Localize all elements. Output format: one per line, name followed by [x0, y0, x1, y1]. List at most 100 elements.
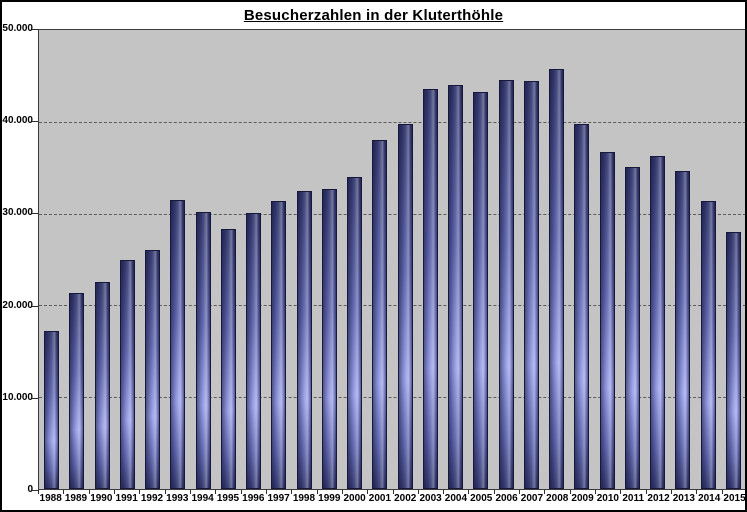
x-axis-tick	[417, 490, 419, 494]
bar-2015	[725, 231, 741, 489]
gridline	[39, 397, 745, 399]
bar-1998	[296, 190, 312, 489]
x-axis-tick	[139, 490, 141, 494]
bar-slot-2004	[443, 30, 468, 489]
x-axis-label: 2003	[419, 493, 442, 504]
x-axis-label: 1990	[90, 493, 113, 504]
x-axis-tick	[645, 490, 647, 494]
bar-1994	[195, 211, 211, 489]
y-axis-tick	[32, 121, 38, 123]
y-axis-label: 20.000	[2, 299, 33, 311]
x-axis-label: 2014	[698, 493, 721, 504]
bar-1992	[145, 250, 161, 489]
x-axis-tick	[671, 490, 673, 494]
bar-slot-2013	[670, 30, 695, 489]
bar-slot-1998	[292, 30, 317, 489]
bar-slot-2005	[468, 30, 493, 489]
x-axis-label: 2000	[343, 493, 366, 504]
bar-slot-2001	[367, 30, 392, 489]
bar-1988	[44, 331, 60, 489]
x-axis-label: 2005	[470, 493, 493, 504]
bar-slot-1999	[317, 30, 342, 489]
x-axis-tick	[341, 490, 343, 494]
x-axis-label: 2008	[546, 493, 569, 504]
bar-2003	[422, 88, 438, 489]
bar-1996	[246, 212, 262, 489]
x-axis-label: 1995	[216, 493, 240, 504]
x-axis-tick	[189, 490, 191, 494]
bar-2001	[372, 140, 388, 489]
bar-slot-2014	[696, 30, 721, 489]
bar-slot-2002	[393, 30, 418, 489]
bar-slot-2006	[494, 30, 519, 489]
bar-slot-2008	[544, 30, 569, 489]
x-axis-tick	[721, 490, 723, 494]
bar-2010	[599, 152, 615, 489]
bar-2005	[473, 91, 489, 489]
y-axis-tick	[32, 397, 38, 399]
x-axis-tick	[620, 490, 622, 494]
bar-slot-2011	[620, 30, 645, 489]
plot-area	[38, 29, 745, 490]
x-axis-tick	[164, 490, 166, 494]
x-axis-tick	[265, 490, 267, 494]
x-axis-tick	[392, 490, 394, 494]
x-axis-label: 1993	[166, 493, 189, 504]
x-axis-label: 1994	[191, 493, 214, 504]
bar-2012	[650, 155, 666, 489]
x-axis-label: 2001	[368, 493, 392, 504]
bar-1993	[170, 199, 186, 489]
bar-2008	[549, 68, 565, 489]
x-axis-tick	[569, 490, 571, 494]
x-axis-tick	[468, 490, 470, 494]
bar-2014	[700, 200, 716, 489]
bar-slot-1994	[191, 30, 216, 489]
chart-title: Besucherzahlen in der Kluterthöhle	[243, 7, 504, 24]
bar-1995	[220, 229, 236, 489]
bar-1997	[271, 200, 287, 489]
x-axis-label: 2002	[394, 493, 417, 504]
y-axis-tick	[32, 490, 38, 491]
bar-1989	[69, 292, 85, 489]
bar-2011	[624, 166, 640, 489]
x-axis-label: 1996	[242, 493, 265, 504]
x-axis-label: 2015	[723, 493, 746, 504]
bar-2004	[448, 85, 464, 489]
x-axis-label: 2009	[571, 493, 594, 504]
x-axis-label: 2013	[672, 493, 695, 504]
y-axis-label: 0	[27, 484, 33, 495]
x-axis-label: 2004	[444, 493, 468, 504]
y-axis-label: 40.000	[2, 115, 33, 127]
y-axis-tick	[32, 29, 38, 30]
x-axis-tick	[696, 490, 698, 494]
x-axis-label: 1998	[292, 493, 316, 504]
y-axis-label: 10.000	[2, 391, 33, 403]
bar-2002	[397, 123, 413, 489]
x-axis-label: 2011	[622, 493, 645, 504]
x-axis-label: 1991	[115, 493, 138, 504]
bar-1990	[94, 281, 110, 489]
gridline	[39, 121, 745, 123]
y-axis-label: 50.000	[2, 23, 33, 34]
bar-slot-1991	[115, 30, 140, 489]
x-axis-label: 2006	[495, 493, 518, 504]
x-axis-tick	[215, 490, 217, 494]
x-axis-tick	[63, 490, 65, 494]
x-axis-tick	[316, 490, 318, 494]
x-axis-labels: 1988 1989 1990 1991 1992 1993 1994 1995 1996 1997…	[38, 493, 746, 505]
x-axis-label: 2007	[520, 493, 544, 504]
x-axis-label: 1989	[64, 493, 88, 504]
bar-2000	[347, 176, 363, 489]
x-axis-tick	[113, 490, 115, 494]
bar-slot-1990	[90, 30, 115, 489]
x-axis-tick	[519, 490, 521, 494]
bar-2006	[498, 79, 514, 489]
x-axis-tick	[367, 490, 369, 494]
bars-group	[39, 30, 745, 489]
bar-slot-2003	[418, 30, 443, 489]
x-axis-tick	[88, 490, 90, 494]
x-axis-tick	[493, 490, 495, 494]
x-axis-tick	[443, 490, 445, 494]
bar-slot-2015	[721, 30, 745, 489]
